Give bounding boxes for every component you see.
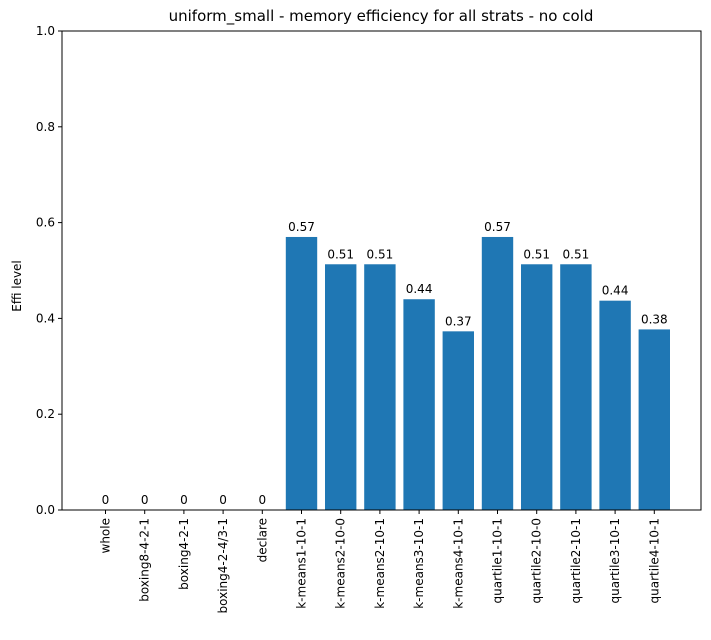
bar-value-label: 0 [180, 493, 188, 507]
bar-value-label: 0.44 [406, 282, 433, 296]
bar [638, 329, 670, 510]
bar-value-label: 0.44 [602, 284, 629, 298]
x-tick-label: k-means4-10-1 [451, 518, 465, 609]
bar-value-label: 0.37 [445, 314, 472, 328]
bar-value-label: 0 [141, 493, 149, 507]
x-tick-label: quartile4-10-1 [647, 518, 661, 603]
x-tick-label: quartile2-10-1 [569, 518, 583, 603]
x-tick-label: k-means2-10-1 [373, 518, 387, 609]
bar [403, 299, 435, 510]
bar [560, 264, 592, 510]
bar [521, 264, 553, 510]
plot-frame [61, 30, 702, 511]
x-axis: whole boxing8-4-2-1 boxing4-2-1 boxing4-2-4… [99, 510, 661, 613]
data-labels-group: 0 0 0 0 0 0.57 0.51 0.51 0.44 0.37 0.57 0.51 0.51 0.4… [102, 220, 668, 507]
bar [599, 300, 631, 510]
x-tick-label: whole [99, 518, 113, 553]
bar [481, 236, 514, 510]
x-tick-label: quartile2-10-0 [530, 518, 544, 603]
x-tick-label: boxing4-2-4/3-1 [216, 518, 230, 613]
bar-value-label: 0.51 [367, 247, 394, 261]
y-axis: 0.0 0.2 0.4 0.6 0.8 1.0 [36, 24, 62, 517]
x-tick-label: quartile1-10-1 [491, 518, 505, 603]
x-tick-label: boxing8-4-2-1 [138, 518, 152, 602]
bar-value-label: 0.51 [563, 247, 590, 261]
bar-value-label: 0.57 [484, 220, 511, 234]
bar [325, 264, 357, 510]
bar-value-label: 0 [102, 493, 110, 507]
y-axis-label: Effi level [10, 260, 24, 312]
x-tick-label: quartile3-10-1 [608, 518, 622, 603]
bar-value-label: 0.57 [288, 220, 315, 234]
bar-value-label: 0 [258, 493, 266, 507]
y-tick-label: 1.0 [36, 24, 55, 38]
y-tick-label: 0.0 [36, 503, 55, 517]
bar-value-label: 0.51 [327, 247, 354, 261]
chart-title: uniform_small - memory efficiency for al… [169, 7, 594, 26]
y-tick-label: 0.2 [36, 407, 55, 421]
x-tick-label: declare [255, 518, 269, 562]
x-tick-label: k-means2-10-0 [334, 518, 348, 609]
y-tick-label: 0.6 [36, 216, 55, 230]
bar [364, 264, 396, 510]
x-tick-label: k-means3-10-1 [412, 518, 426, 609]
y-tick-label: 0.8 [36, 120, 55, 134]
bars-group [285, 236, 670, 510]
bar-value-label: 0 [219, 493, 227, 507]
bar-value-label: 0.38 [641, 312, 668, 326]
x-tick-label: k-means1-10-1 [295, 518, 309, 609]
bar [442, 331, 474, 510]
y-tick-label: 0.4 [36, 311, 55, 325]
bar-value-label: 0.51 [523, 247, 550, 261]
x-tick-label: boxing4-2-1 [177, 518, 191, 590]
bar [285, 236, 318, 510]
